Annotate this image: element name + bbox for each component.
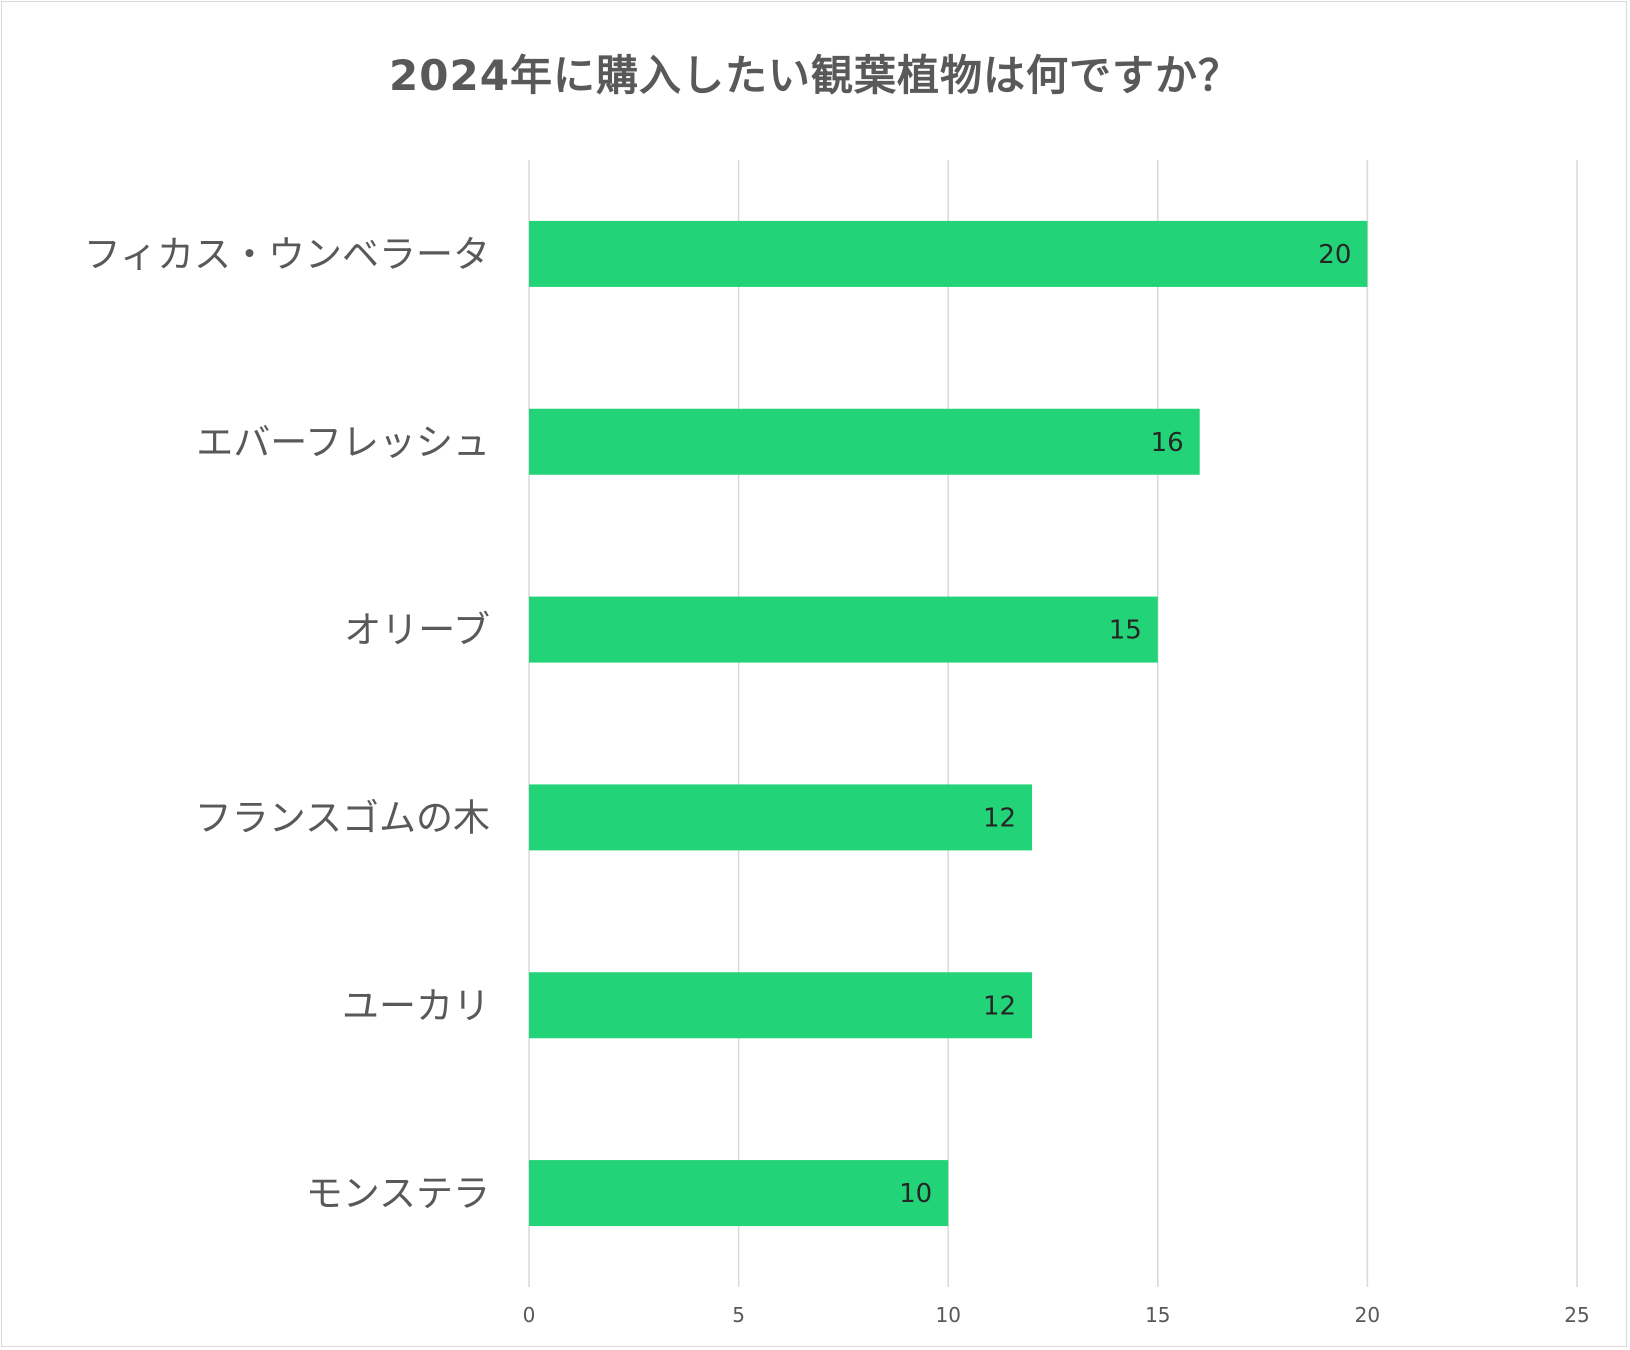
category-label: フィカス・ウンベラータ (84, 233, 490, 276)
data-label: 15 (1109, 616, 1142, 646)
gridlines (528, 160, 1578, 1287)
bar (529, 596, 1158, 663)
category-label: モンステラ (306, 1172, 490, 1215)
data-label: 12 (983, 803, 1016, 833)
x-tick-label: 5 (732, 1303, 745, 1327)
data-labels: 20 16 15 12 12 10 (899, 240, 1351, 1209)
data-label: 12 (983, 991, 1016, 1021)
data-label: 20 (1318, 240, 1351, 270)
data-label: 10 (899, 1179, 932, 1209)
bar (529, 1160, 949, 1227)
bar (529, 220, 1368, 287)
bar (529, 784, 1033, 851)
x-tick-label: 0 (523, 1303, 536, 1327)
category-label: オリーブ (344, 609, 490, 652)
x-tick-label: 20 (1355, 1303, 1380, 1327)
category-label: エバーフレッシュ (196, 421, 490, 464)
x-tick-label: 10 (935, 1303, 960, 1327)
x-tick-label: 25 (1564, 1303, 1589, 1327)
bar (529, 408, 1200, 475)
category-label: ユーカリ (342, 984, 490, 1027)
x-axis-tick-labels: 0 5 10 15 20 25 (523, 1303, 1590, 1327)
category-label: フランスゴムの木 (195, 796, 490, 839)
bars (529, 220, 1368, 1227)
data-label: 16 (1151, 428, 1184, 458)
chart-title: 2024年に購入したい観葉植物は何ですか？ (389, 51, 1241, 100)
x-tick-label: 15 (1145, 1303, 1170, 1327)
bar (529, 972, 1033, 1039)
